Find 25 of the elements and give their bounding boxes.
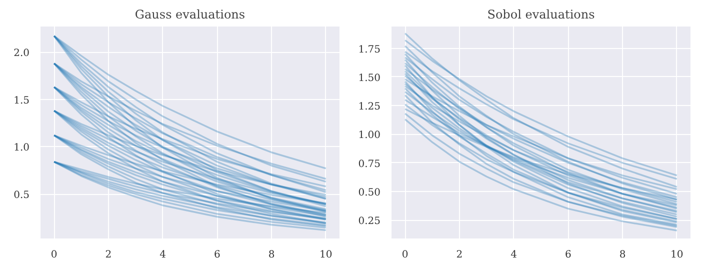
x-tick-label: 0 (402, 250, 408, 260)
x-tick-label: 6 (565, 250, 572, 260)
x-tick-label: 0 (50, 250, 58, 260)
y-tick-label: 2.0 (14, 48, 30, 60)
y-tick-label: 0.50 (358, 188, 380, 199)
y-tick-label: 1.50 (358, 72, 380, 84)
x-tick-label: 10 (670, 250, 684, 260)
y-tick-label: 0.25 (358, 216, 380, 228)
y-tick-label: 1.75 (358, 44, 380, 56)
x-tick-label: 2 (105, 250, 112, 260)
chart-title: Sobol evaluations (487, 8, 595, 22)
x-tick-label: 8 (268, 250, 275, 260)
x-tick-label: 2 (456, 250, 463, 260)
y-tick-label: 1.0 (14, 142, 30, 154)
x-tick-label: 4 (510, 250, 518, 260)
y-tick-label: 1.00 (358, 130, 380, 142)
y-tick-label: 1.25 (358, 102, 380, 113)
y-tick-label: 0.5 (14, 190, 30, 202)
x-tick-label: 4 (160, 250, 166, 260)
x-tick-label: 10 (320, 250, 332, 260)
x-tick-label: 6 (214, 250, 220, 260)
y-tick-label: 1.5 (14, 95, 30, 106)
x-tick-label: 8 (619, 250, 626, 260)
chart-title: Gauss evaluations (134, 8, 246, 22)
y-tick-label: 0.75 (358, 158, 380, 170)
